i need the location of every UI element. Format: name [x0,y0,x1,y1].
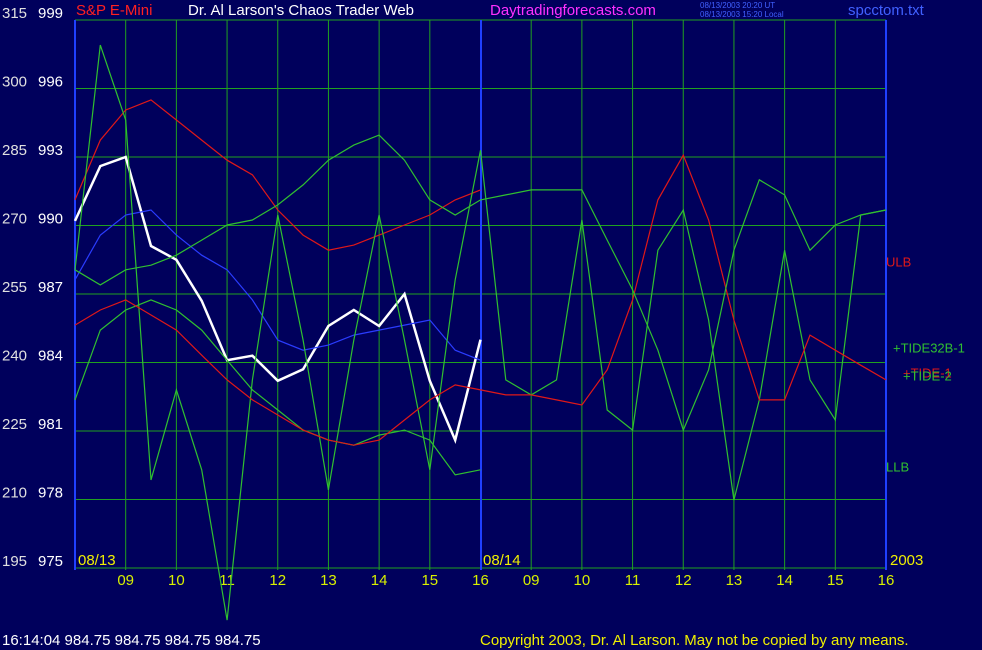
y2-tick-label: 981 [38,416,63,433]
series-label: ULB [886,254,911,269]
copyright: Copyright 2003, Dr. Al Larson. May not b… [480,632,909,649]
x-tick-label: 14 [776,572,793,589]
series-line [74,44,887,621]
series-label: +TIDE32B-1 [893,340,965,355]
series-line [74,99,481,251]
x-tick-label: 13 [320,572,337,589]
y-tick-label: 240 [2,347,27,364]
series-label: +TIDE-1 [903,365,952,380]
file-name: spcctom.txt [848,2,925,19]
y-tick-label: 315 [2,5,27,22]
y2-tick-label: 984 [38,347,63,364]
x-tick-label: 10 [574,572,591,589]
y-tick-label: 195 [2,553,27,570]
x-tick-label: 11 [625,572,641,589]
series-line [74,209,481,361]
y-tick-label: 270 [2,210,27,227]
y2-tick-label: 999 [38,5,63,22]
y2-tick-label: 990 [38,210,63,227]
y2-tick-label: 978 [38,484,63,501]
date-label: 08/13 [78,552,116,569]
x-tick-label: 15 [421,572,438,589]
date-label: 2003 [890,552,923,569]
x-tick-label: 09 [117,572,134,589]
time-local: 08/13/2003 15:20 Local [700,10,784,19]
time-ut: 08/13/2003 20:20 UT [700,1,775,10]
site-url: Daytradingforecasts.com [490,2,656,19]
instrument: S&P E-Mini [76,2,152,19]
y-tick-label: 300 [2,73,27,90]
x-tick-label: 12 [675,572,692,589]
x-tick-label: 16 [472,572,489,589]
x-tick-label: 12 [269,572,286,589]
x-tick-label: 16 [878,572,895,589]
x-tick-label: 13 [726,572,743,589]
date-label: 08/14 [483,552,521,569]
y-tick-label: 285 [2,142,27,159]
x-tick-label: 15 [827,572,844,589]
y2-tick-label: 996 [38,73,63,90]
y-tick-label: 210 [2,484,27,501]
y-tick-label: 225 [2,416,27,433]
series-line [74,153,887,446]
series-line [74,299,481,476]
grid [75,19,887,570]
series-line [74,134,887,432]
series-label: +TIDE-2 [903,368,952,383]
y2-tick-label: 993 [38,142,63,159]
series-label: LLB [886,459,909,474]
y2-tick-label: 975 [38,553,63,570]
x-tick-label: 14 [371,572,388,589]
x-tick-label: 10 [168,572,185,589]
quote: 16:14:04 984.75 984.75 984.75 984.75 [2,632,261,649]
y-tick-label: 255 [2,279,27,296]
y2-tick-label: 987 [38,279,63,296]
site-title: Dr. Al Larson's Chaos Trader Web [188,2,414,19]
x-tick-label: 09 [523,572,540,589]
